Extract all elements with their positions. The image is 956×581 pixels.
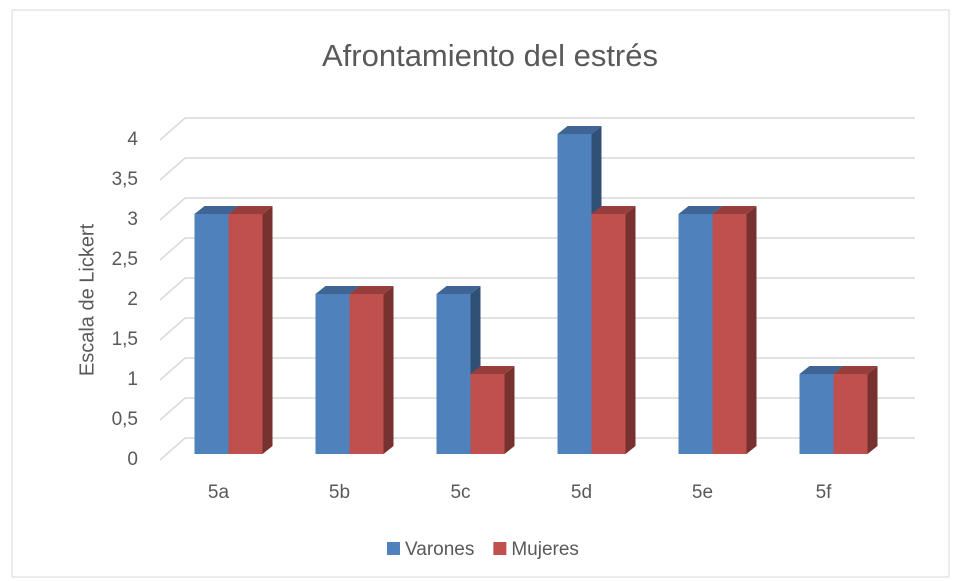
bar-top	[194, 206, 239, 214]
bar	[591, 214, 626, 454]
grid-line	[159, 157, 915, 181]
grid-line	[159, 317, 915, 341]
bar-top	[712, 206, 757, 214]
legend-label: Varones	[405, 539, 474, 560]
bar	[436, 294, 471, 454]
y-tick-label: 0,5	[112, 409, 138, 430]
bar-top	[799, 366, 844, 374]
bar-top	[228, 206, 273, 214]
bar-top	[557, 126, 602, 134]
y-tick-label: 3,5	[112, 169, 138, 190]
x-tick-label: 5d	[571, 482, 592, 503]
y-axis-title: Escala de Lickert	[76, 223, 98, 376]
legend-label: Mujeres	[511, 539, 579, 560]
y-tick-label: 0	[127, 449, 138, 470]
x-tick-label: 5e	[692, 482, 713, 503]
grid-line	[159, 237, 915, 261]
bar-side	[867, 366, 878, 454]
bar	[228, 214, 263, 454]
grid-line	[159, 117, 915, 141]
bar-top	[436, 286, 481, 294]
x-tick-label: 5c	[450, 482, 470, 503]
y-tick-label: 1,5	[112, 329, 138, 350]
x-tick-label: 5f	[816, 482, 833, 503]
bar	[349, 294, 384, 454]
y-tick-label: 2,5	[112, 249, 138, 270]
y-tick-label: 4	[127, 129, 138, 150]
grid-line	[159, 277, 915, 301]
legend-swatch	[493, 542, 507, 555]
bar-side	[625, 206, 636, 454]
grid-line	[159, 437, 915, 461]
bar-top	[678, 206, 723, 214]
bar-side	[746, 206, 757, 454]
bar	[470, 374, 505, 454]
bar-top	[315, 286, 360, 294]
y-tick-label: 2	[127, 289, 138, 310]
grid-line	[159, 357, 915, 381]
bar	[833, 374, 868, 454]
y-tick-label: 1	[127, 369, 138, 390]
legend-swatch	[387, 542, 400, 555]
bar	[194, 214, 229, 454]
x-tick-label: 5a	[208, 482, 230, 503]
x-tick-label: 5b	[329, 482, 350, 503]
chart-title: Afrontamiento del estrés	[322, 38, 658, 73]
bar	[712, 214, 747, 454]
bar	[678, 214, 713, 454]
grid-line	[159, 197, 915, 221]
bar-side	[383, 286, 394, 454]
bar-top	[591, 206, 636, 214]
bar-side	[504, 366, 515, 454]
bar-top	[833, 366, 878, 374]
y-tick-label: 3	[127, 209, 138, 230]
bar	[315, 294, 350, 454]
bar-side	[262, 206, 273, 454]
bar-top	[470, 366, 515, 374]
bar	[799, 374, 834, 454]
bar-top	[349, 286, 394, 294]
grid-line	[159, 397, 915, 421]
bar	[557, 134, 592, 454]
